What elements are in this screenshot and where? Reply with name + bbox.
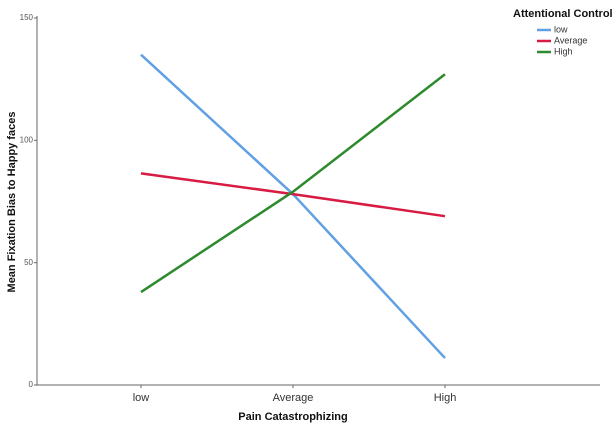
y-tick-label: 50 [24, 258, 33, 267]
x-tick-label: low [133, 392, 150, 404]
series-line [140, 172, 446, 218]
legend-label: Average [554, 35, 587, 45]
y-axis-title: Mean Fixation Bias to Happy faces [6, 112, 18, 293]
x-tick-label: Average [273, 392, 314, 404]
x-tick-label: High [434, 392, 457, 404]
legend-label: High [554, 46, 573, 56]
y-tick-label: 150 [20, 13, 34, 22]
legend-title: Attentional Control [513, 8, 613, 20]
y-tick-label: 100 [20, 135, 34, 144]
y-tick-label: 0 [29, 380, 34, 389]
x-axis-title: Pain Catastrophizing [238, 411, 347, 423]
legend-label: low [554, 24, 568, 34]
series-line [140, 53, 446, 359]
series-line [140, 73, 446, 294]
